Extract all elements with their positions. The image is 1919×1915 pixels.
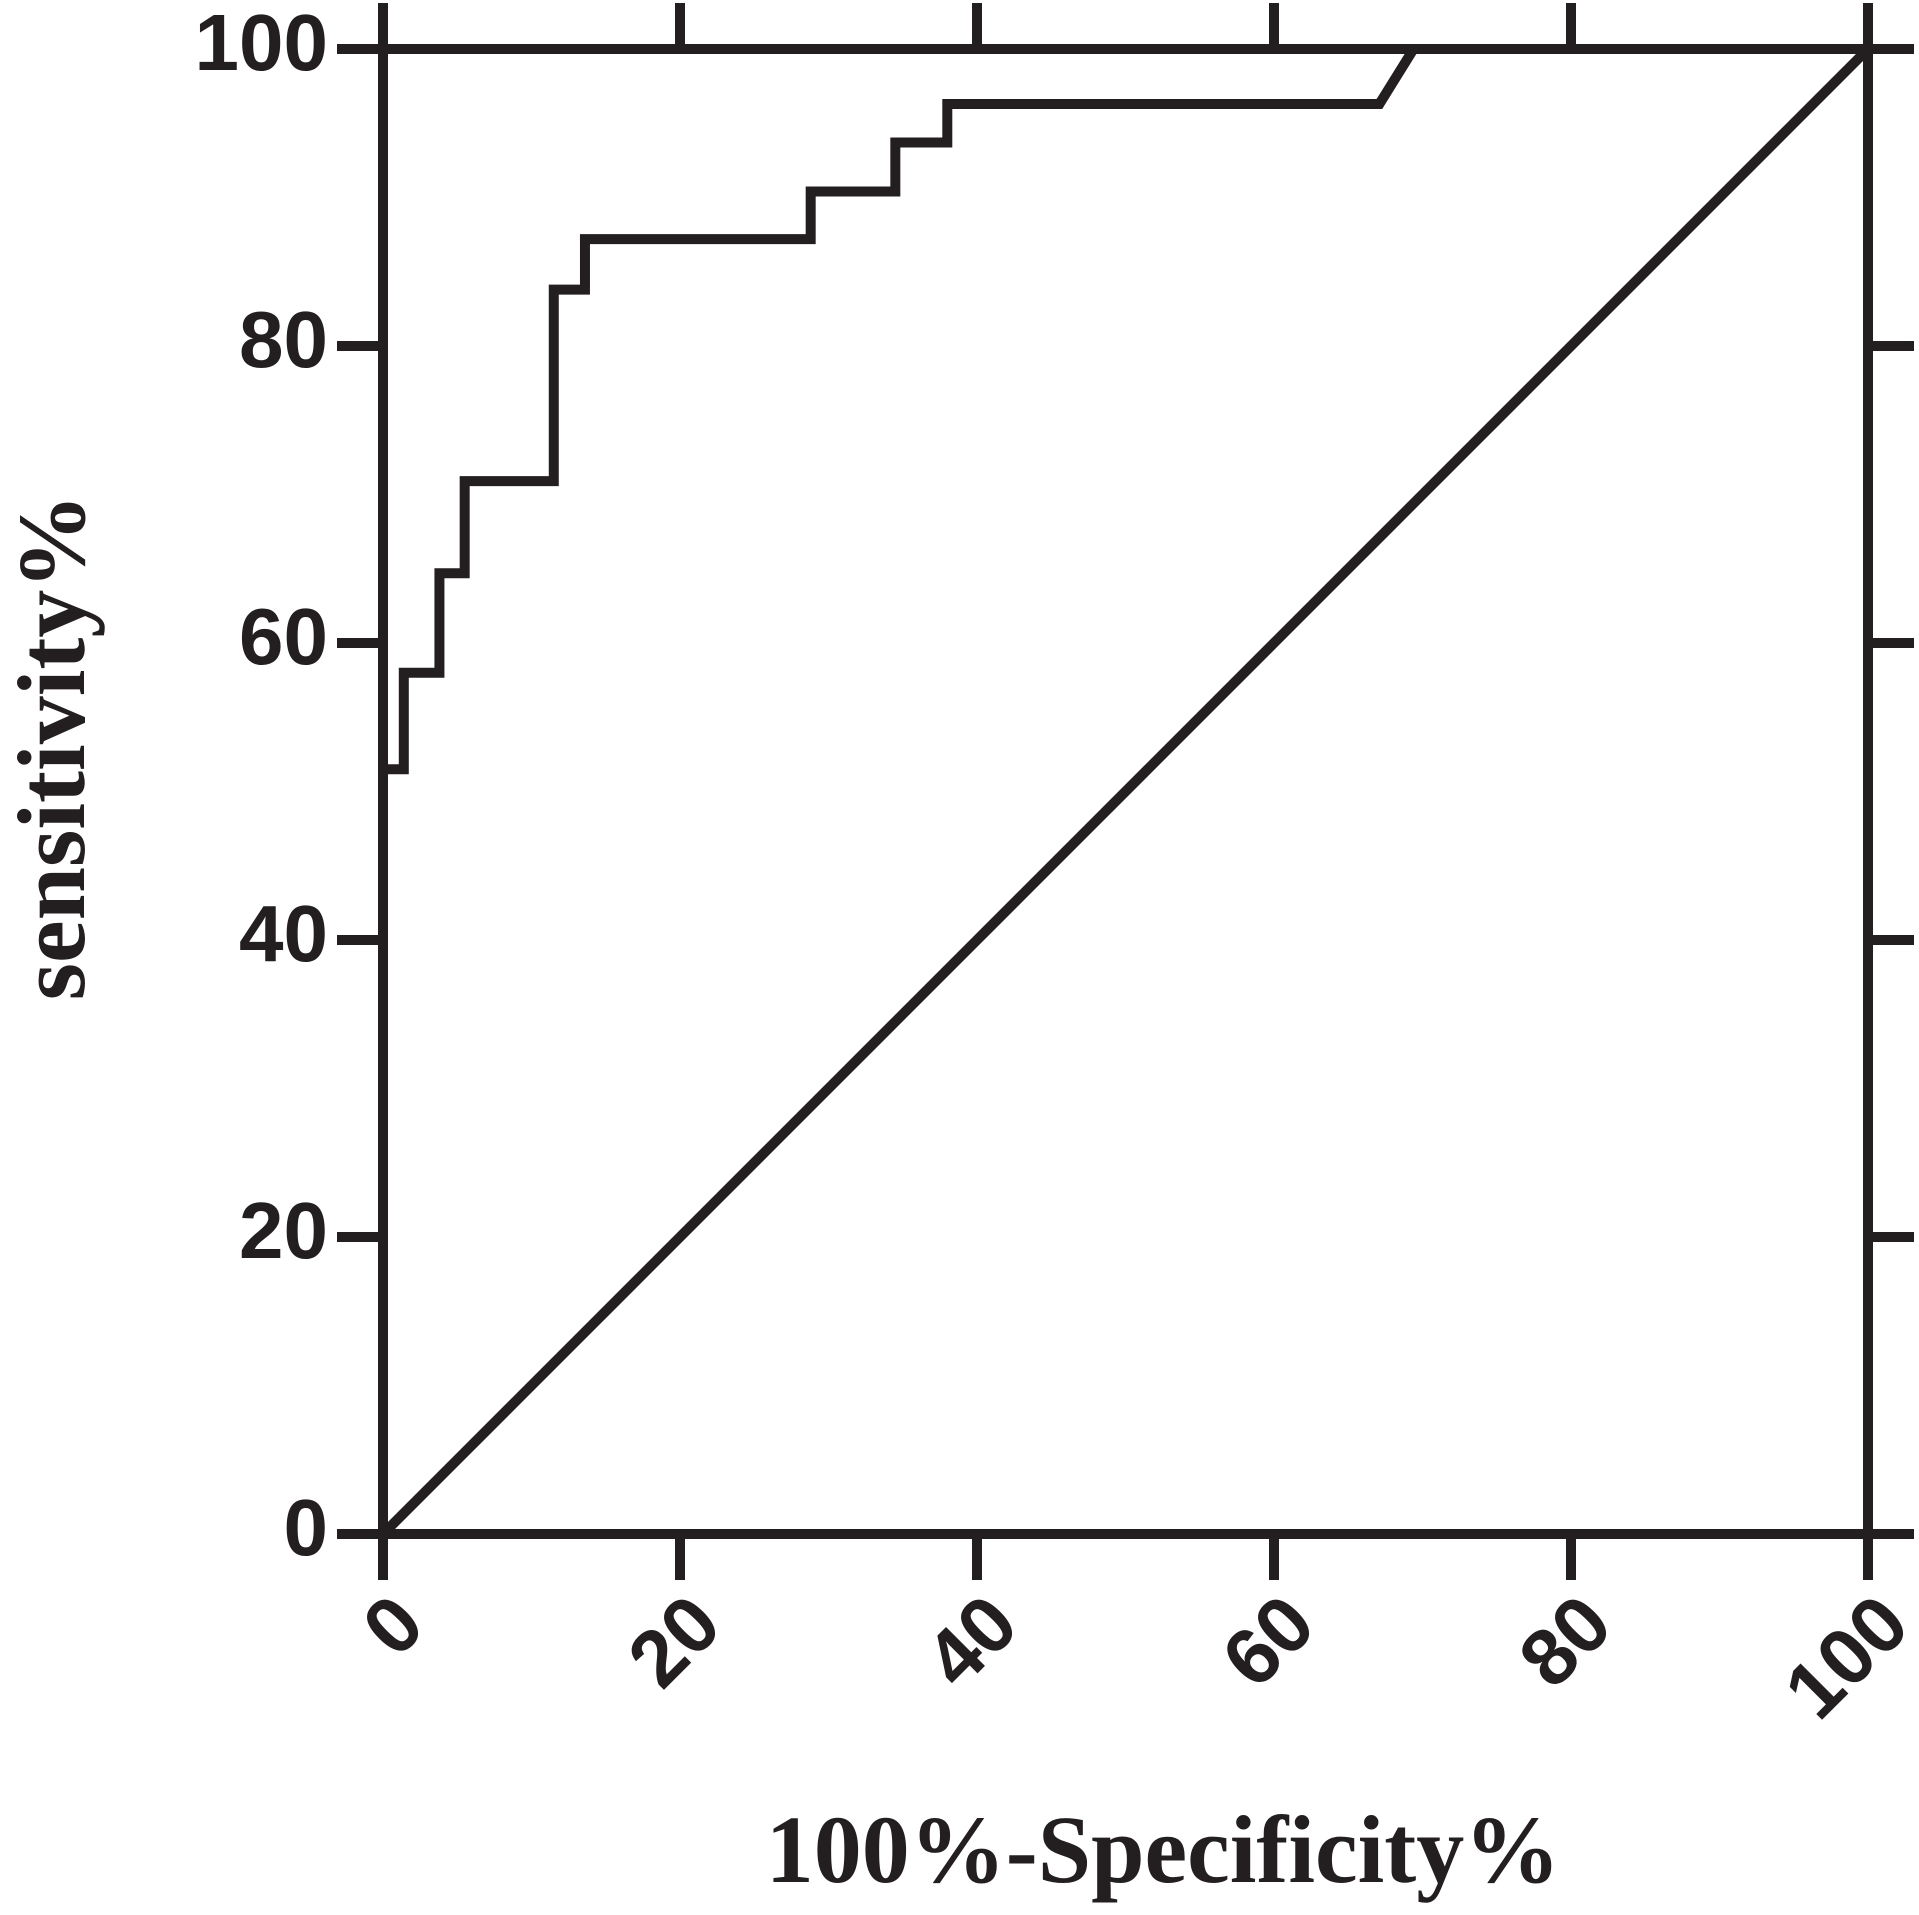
x-tick-label: 100 [1768,1578,1919,1735]
x-tick-label: 60 [1205,1578,1331,1704]
y-tick-label: 60 [239,592,328,681]
y-axis-title: sensitivity% [0,494,105,1001]
y-tick-label: 0 [284,1483,329,1572]
y-tick-label: 40 [239,889,328,978]
x-tick-label: 40 [908,1578,1034,1704]
y-tick-label: 20 [239,1186,328,1275]
x-tick-label: 80 [1502,1578,1628,1704]
x-tick-label: 20 [611,1578,737,1704]
roc-line [379,45,1872,1538]
x-tick-label: 0 [346,1578,440,1672]
x-axis-title: 100%-Specificity% [766,1796,1561,1903]
y-tick-label: 100 [195,0,328,87]
roc-line [378,44,1868,1534]
y-tick-label: 80 [239,295,328,384]
